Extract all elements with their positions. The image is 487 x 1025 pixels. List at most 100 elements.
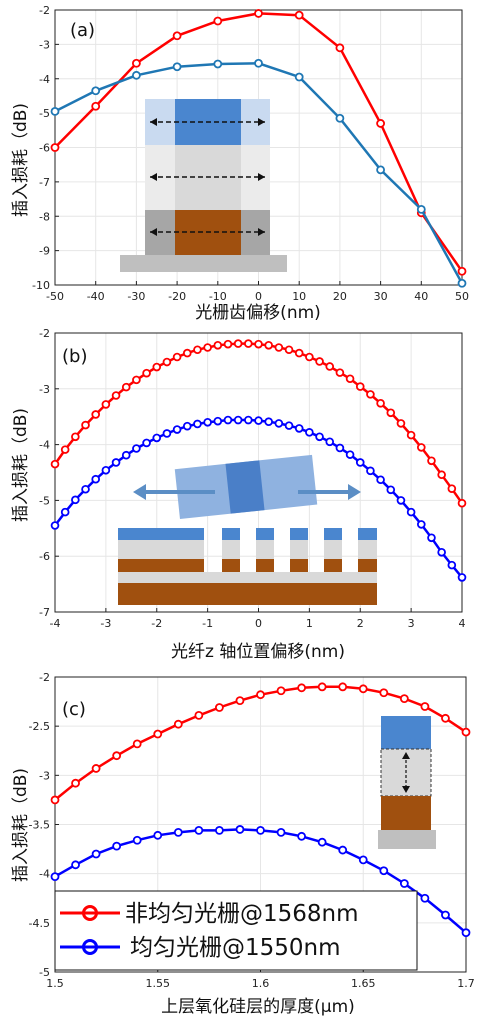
data-point <box>152 433 162 443</box>
x-tick-label: 10 <box>292 290 306 303</box>
data-point <box>399 694 409 704</box>
data-point <box>254 58 263 68</box>
data-point <box>213 340 223 350</box>
inset-b-arrowhead-left <box>133 484 146 500</box>
x-tick-label: -10 <box>209 290 227 303</box>
data-point <box>447 560 457 570</box>
x-tick-label: -3 <box>100 617 111 630</box>
data-point <box>427 456 436 466</box>
data-point <box>294 424 304 433</box>
inset-schematic-b <box>118 454 377 605</box>
y-tick-label: -4 <box>39 868 50 881</box>
legend-entry-1: 均匀光栅@1550nm <box>60 935 341 961</box>
data-point <box>335 43 345 53</box>
data-point <box>345 450 355 459</box>
data-point <box>132 835 142 845</box>
data-point <box>203 417 212 427</box>
data-point <box>132 739 142 749</box>
y-tick-label: -4.5 <box>29 917 50 930</box>
data-point <box>441 713 450 723</box>
data-point <box>194 826 204 835</box>
inset-c-substrate <box>378 830 436 849</box>
data-point <box>416 443 426 452</box>
data-point <box>142 438 151 448</box>
data-point <box>276 686 286 696</box>
data-point <box>112 841 122 851</box>
x-tick-label: -50 <box>46 290 64 303</box>
data-point <box>132 444 141 453</box>
inset-c-bot <box>381 796 431 830</box>
inset-schematic-a <box>120 99 287 272</box>
data-point <box>194 710 204 720</box>
data-point <box>294 348 304 358</box>
data-point <box>386 408 396 418</box>
data-point <box>325 437 335 447</box>
legend: 非均匀光栅@1568nm 均匀光栅@1550nm <box>54 890 418 971</box>
legend-label-0: 非均匀光栅@1568nm <box>125 901 359 927</box>
x-tick-label: 0 <box>255 617 262 630</box>
data-point <box>244 415 253 425</box>
data-point <box>193 419 202 429</box>
data-point <box>427 533 436 543</box>
data-point <box>152 362 162 372</box>
data-point <box>131 58 141 68</box>
x-tick-label: 1.55 <box>146 977 171 990</box>
data-point <box>162 357 172 367</box>
inset-b-fiber <box>174 454 318 519</box>
data-point <box>315 432 324 442</box>
y-tick-label: -3 <box>39 38 50 51</box>
data-point <box>376 399 385 408</box>
data-point <box>50 795 60 805</box>
y-tick-label: -2 <box>39 327 50 340</box>
x-tick-label: 1.65 <box>351 977 376 990</box>
x-tick-label: 4 <box>459 617 466 630</box>
data-point <box>447 484 457 493</box>
data-point <box>256 826 265 835</box>
data-point <box>294 72 304 82</box>
data-point <box>345 374 355 384</box>
data-point <box>50 459 60 469</box>
y-tick-label: -7 <box>39 176 50 189</box>
x-tick-label: 30 <box>374 290 388 303</box>
data-point <box>379 688 389 698</box>
y-tick-label: -3 <box>39 383 50 396</box>
data-point <box>172 425 182 434</box>
y-axis-label: 插入损耗（dB) <box>11 768 31 882</box>
data-point <box>172 62 182 72</box>
data-point <box>284 345 294 355</box>
data-point <box>60 445 70 454</box>
data-point <box>366 466 375 476</box>
data-point <box>131 70 141 80</box>
data-point <box>366 390 375 399</box>
data-point <box>376 165 386 175</box>
data-point <box>376 475 385 485</box>
data-point <box>111 391 121 400</box>
data-point <box>213 416 223 426</box>
legend-marker-0 <box>82 905 98 921</box>
data-point <box>335 113 345 123</box>
data-point <box>416 204 426 214</box>
data-point <box>172 31 182 41</box>
y-tick-label: -2 <box>39 4 50 17</box>
data-point <box>338 845 348 855</box>
legend-marker-1 <box>82 939 98 955</box>
data-point <box>437 470 446 480</box>
y-tick-label: -3.5 <box>29 819 50 832</box>
y-tick-label: -4 <box>39 439 50 452</box>
y-tick-label: -10 <box>32 279 50 292</box>
data-point <box>81 420 90 430</box>
data-point <box>254 9 263 18</box>
data-point <box>274 343 284 352</box>
x-tick-label: 1.6 <box>252 977 270 990</box>
data-point <box>276 827 286 837</box>
x-tick-label: 20 <box>333 290 347 303</box>
data-point <box>457 498 467 508</box>
x-axis-label: 光纤z 轴位置偏移(nm) <box>171 642 345 662</box>
data-point <box>396 419 406 428</box>
data-point <box>396 496 406 505</box>
x-tick-label: 40 <box>414 290 428 303</box>
data-point <box>297 831 307 841</box>
data-point <box>71 432 80 442</box>
data-point <box>193 345 202 355</box>
